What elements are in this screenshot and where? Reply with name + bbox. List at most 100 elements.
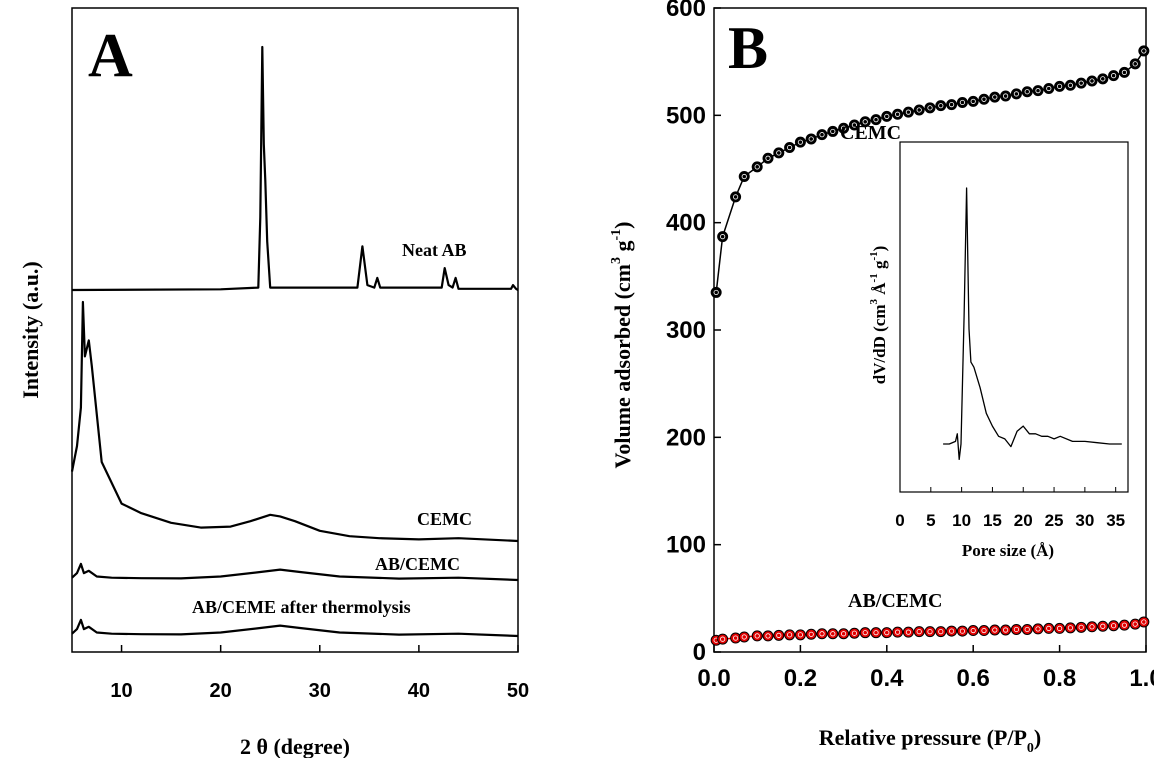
isotherm-point-ring-ab-cemc — [840, 631, 847, 637]
isotherm-point-ab-cemc — [848, 627, 860, 639]
panel-b-x-tick-label: 1.0 — [1129, 665, 1154, 692]
panel-a-traces — [70, 45, 519, 638]
inset-x-tick-label: 35 — [1106, 511, 1125, 530]
isotherm-point-ring-cemc — [808, 136, 814, 142]
panel-a-x-tick-label: 40 — [408, 680, 430, 702]
isotherm-point-ring-ab-cemc — [1132, 621, 1138, 627]
isotherm-point-ab-cemc — [978, 625, 990, 637]
isotherm-point-ab-cemc — [881, 627, 893, 639]
isotherm-point-cemc — [1054, 80, 1066, 92]
isotherm-point-cemc — [738, 171, 750, 183]
isotherm-point-ring-cemc — [720, 234, 726, 240]
panel-b-y-axis-title: Volume adsorbed (cm3 g-1) — [609, 221, 635, 468]
isotherm-point-ring-cemc — [894, 111, 901, 117]
inset-x-tick-label: 15 — [983, 511, 1002, 530]
isotherm-point-cemc — [827, 125, 839, 137]
isotherm-point-cemc — [710, 286, 722, 298]
isotherm-point-ring-cemc — [741, 173, 747, 180]
isotherm-point-ring-ab-cemc — [938, 629, 944, 635]
isotherm-point-ring-cemc — [916, 107, 922, 113]
isotherm-point-ab-cemc — [1086, 621, 1098, 633]
isotherm-point-ring-cemc — [786, 144, 793, 151]
isotherm-point-ab-cemc — [1054, 622, 1066, 634]
isotherm-point-cemc — [1129, 58, 1141, 70]
isotherm-point-ring-ab-cemc — [754, 633, 760, 639]
panel-a-x-tick-label: 50 — [507, 680, 529, 702]
isotherm-point-cemc — [1021, 86, 1033, 98]
panel-a-x-tick-label: 10 — [110, 680, 132, 702]
isotherm-point-ring-ab-cemc — [981, 627, 987, 634]
isotherm-point-cemc — [1000, 90, 1012, 102]
isotherm-point-ring-ab-cemc — [916, 629, 922, 635]
series-label-neat-ab: Neat AB — [402, 240, 467, 260]
isotherm-point-cemc — [1043, 83, 1055, 94]
inset-x-tick-label: 0 — [895, 511, 904, 530]
isotherm-point-ring-cemc — [1013, 91, 1020, 97]
isotherm-point-cemc — [784, 142, 796, 154]
panel-b-y-tick-label: 0 — [693, 639, 706, 666]
xrd-trace-neat-ab — [71, 45, 519, 292]
isotherm-point-ring-ab-cemc — [776, 632, 782, 638]
isotherm-point-ab-cemc — [1064, 622, 1076, 634]
series-label-ab-cemc-isotherm: AB/CEMC — [848, 590, 942, 612]
isotherm-point-ring-ab-cemc — [884, 630, 890, 636]
isotherm-point-cemc — [924, 102, 936, 114]
isotherm-point-ring-cemc — [1035, 88, 1041, 94]
isotherm-point-cemc — [794, 136, 806, 148]
isotherm-point-cemc — [902, 106, 914, 118]
isotherm-point-ring-ab-cemc — [992, 627, 998, 633]
isotherm-point-ring-ab-cemc — [894, 629, 901, 635]
isotherm-point-cemc — [751, 161, 763, 173]
isotherm-point-ring-cemc — [797, 139, 804, 145]
isotherm-point-ab-cemc — [935, 626, 947, 638]
isotherm-point-cemc — [967, 95, 979, 107]
panel-a-y-axis-title: Intensity (a.u.) — [18, 261, 43, 399]
isotherm-point-ab-cemc — [738, 631, 750, 643]
inset-x-tick-label: 5 — [926, 511, 935, 530]
isotherm-point-ab-cemc — [805, 628, 817, 640]
panel-a-x-ticks: 10 20 30 40 50 — [110, 645, 529, 702]
isotherm-point-cemc — [717, 231, 729, 243]
isotherm-point-ring-cemc — [830, 128, 836, 135]
isotherm-point-ring-cemc — [948, 102, 955, 108]
isotherm-point-ab-cemc — [902, 626, 914, 638]
isotherm-point-ring-cemc — [873, 117, 879, 123]
isotherm-point-cemc — [1138, 45, 1150, 57]
pore-size-distribution-trace — [943, 187, 1122, 461]
panel-b-y-tick-label: 200 — [666, 424, 706, 451]
panel-a-x-axis-title: 2 θ (degree) — [240, 734, 350, 758]
panel-b-x-tick-label: 0.4 — [870, 665, 904, 692]
isotherm-point-ab-cemc — [751, 630, 763, 642]
isotherm-point-ring-cemc — [1111, 73, 1117, 79]
panel-b-label: B — [728, 15, 768, 81]
isotherm-point-ab-cemc — [773, 629, 785, 641]
isotherm-point-ring-cemc — [851, 122, 858, 128]
isotherm-point-cemc — [978, 93, 990, 105]
isotherm-point-ring-ab-cemc — [1035, 626, 1041, 632]
isotherm-point-ring-cemc — [927, 105, 933, 111]
isotherm-point-ring-ab-cemc — [1024, 626, 1030, 633]
isotherm-point-cemc — [730, 191, 742, 203]
isotherm-point-ring-cemc — [1132, 61, 1138, 67]
isotherm-point-ring-ab-cemc — [819, 631, 825, 637]
inset-x-axis-title: Pore size (Å) — [962, 541, 1054, 560]
isotherm-point-cemc — [913, 104, 925, 116]
inset-x-ticks: 0 5 10 15 20 25 30 35 — [895, 487, 1125, 530]
xrd-trace-cemc — [70, 300, 519, 543]
isotherm-point-ring-cemc — [1024, 89, 1030, 95]
isotherm-point-cemc — [848, 119, 860, 131]
isotherm-point-cemc — [1118, 66, 1130, 78]
isotherm-point-ab-cemc — [1075, 621, 1087, 633]
isotherm-point-ab-cemc — [784, 629, 796, 641]
panel-b-x-tick-label: 0.8 — [1043, 665, 1076, 692]
isotherm-point-ring-cemc — [1046, 85, 1052, 92]
isotherm-point-ring-ab-cemc — [970, 627, 976, 634]
panel-b: B 0.00.20.40.60.81.00100200300400500600 … — [609, 0, 1154, 756]
isotherm-point-ring-cemc — [992, 94, 998, 100]
isotherm-point-ring-cemc — [862, 119, 868, 125]
panel-a-x-tick-label: 30 — [309, 680, 331, 702]
isotherm-point-cemc — [1064, 79, 1076, 91]
isotherm-point-cemc — [881, 110, 893, 122]
isotherm-point-ring-ab-cemc — [830, 631, 836, 637]
isotherm-point-ring-ab-cemc — [732, 635, 739, 641]
